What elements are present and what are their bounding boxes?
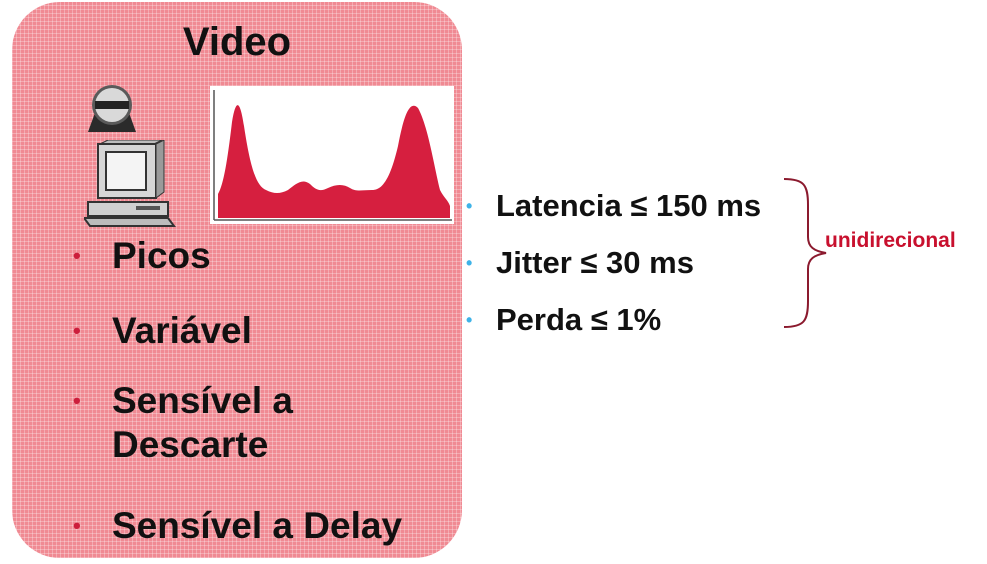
panel-title: Video <box>182 20 292 64</box>
requirement-text: Jitter ≤ 30 ms <box>496 245 694 280</box>
requirement-text: Perda ≤ 1% <box>496 302 662 337</box>
traffic-waveform-area <box>218 105 450 218</box>
traffic-pattern-chart <box>210 86 454 224</box>
bullet-dot: • <box>73 243 81 268</box>
requirement-item: • Jitter ≤ 30 ms <box>466 243 694 283</box>
bullet-dot: • <box>73 318 81 343</box>
requirement-text: Latencia ≤ 150 ms <box>496 188 762 223</box>
bullet-item: • Sensível a Delay <box>67 504 462 548</box>
requirement-item: • Perda ≤ 1% <box>466 300 661 340</box>
bullet-dot: • <box>73 388 81 413</box>
requirement-dot: • <box>466 196 473 216</box>
video-camera-icon <box>88 85 136 132</box>
bullet-text: Picos <box>112 235 211 276</box>
bullet-text: Sensível a Delay <box>112 505 403 546</box>
bullet-dot: • <box>73 513 81 538</box>
desktop-computer-icon <box>84 140 176 227</box>
requirement-item: • Latencia ≤ 150 ms <box>466 186 761 226</box>
bullet-item: • Variável <box>67 309 462 353</box>
bullet-text: Sensível a Descarte <box>112 380 294 465</box>
bullet-item: • Picos <box>67 234 462 278</box>
requirement-dot: • <box>466 310 473 330</box>
requirement-dot: • <box>466 253 473 273</box>
brace-label: unidirecional <box>825 229 956 252</box>
bullet-item: • Sensível a Descarte <box>67 379 367 467</box>
curly-brace <box>783 178 827 328</box>
bullet-text: Variável <box>112 310 252 351</box>
video-traffic-panel: Video • Picos • Variável • Sen <box>12 2 462 558</box>
